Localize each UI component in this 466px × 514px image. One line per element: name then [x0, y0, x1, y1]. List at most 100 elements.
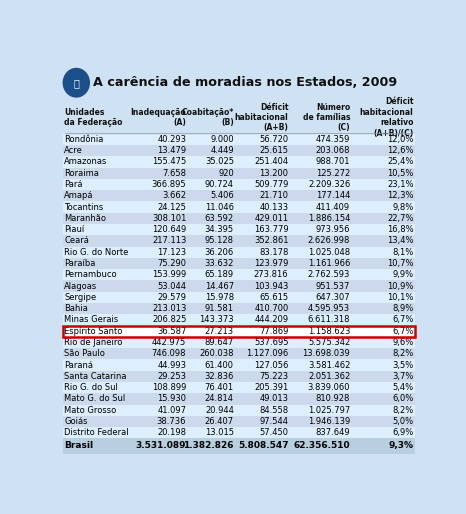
Text: 273.816: 273.816	[254, 270, 288, 279]
Circle shape	[63, 68, 89, 97]
Text: 206.825: 206.825	[152, 316, 186, 324]
Text: 53.044: 53.044	[157, 282, 186, 290]
Text: 8,2%: 8,2%	[392, 350, 414, 358]
Text: 14.467: 14.467	[205, 282, 234, 290]
Text: Sergipe: Sergipe	[64, 293, 96, 302]
Bar	[62, 179, 415, 190]
Text: 95.128: 95.128	[205, 236, 234, 246]
Text: 7.658: 7.658	[162, 169, 186, 178]
Text: 4.449: 4.449	[210, 146, 234, 155]
Text: 13.698.039: 13.698.039	[302, 350, 350, 358]
Text: 12,3%: 12,3%	[387, 191, 414, 200]
Text: 120.649: 120.649	[152, 225, 186, 234]
Text: 1.946.139: 1.946.139	[308, 417, 350, 426]
Text: 6,7%: 6,7%	[392, 327, 414, 336]
Bar	[62, 325, 415, 337]
Text: 3.662: 3.662	[162, 191, 186, 200]
Text: Coabitação*
(B): Coabitação* (B)	[182, 108, 234, 127]
Text: 76.401: 76.401	[205, 383, 234, 392]
Text: Mato G. do Sul: Mato G. do Sul	[64, 394, 125, 403]
Text: 25.615: 25.615	[260, 146, 288, 155]
Text: Tocantins: Tocantins	[64, 203, 103, 212]
Text: 5.406: 5.406	[210, 191, 234, 200]
Bar	[62, 281, 415, 292]
Text: Maranhão: Maranhão	[64, 214, 106, 223]
Text: 837.649: 837.649	[315, 428, 350, 437]
Text: 1.886.154: 1.886.154	[308, 214, 350, 223]
Text: 9.000: 9.000	[210, 135, 234, 144]
Text: 75.290: 75.290	[157, 259, 186, 268]
Text: 10,9%: 10,9%	[387, 282, 414, 290]
Text: Inadequação
(A): Inadequação (A)	[130, 108, 186, 127]
Text: 10,5%: 10,5%	[387, 169, 414, 178]
Text: Bahia: Bahia	[64, 304, 88, 313]
Text: 442.975: 442.975	[152, 338, 186, 347]
Text: 40.293: 40.293	[157, 135, 186, 144]
Text: 62.356.510: 62.356.510	[294, 442, 350, 450]
Text: 41.097: 41.097	[157, 406, 186, 415]
Text: 13,4%: 13,4%	[387, 236, 414, 246]
Text: 647.307: 647.307	[315, 293, 350, 302]
Text: Roraima: Roraima	[64, 169, 99, 178]
Text: 1.127.096: 1.127.096	[246, 350, 288, 358]
Text: 29.253: 29.253	[157, 372, 186, 381]
Text: 75.223: 75.223	[260, 372, 288, 381]
Bar	[62, 382, 415, 393]
Text: Mato Grosso: Mato Grosso	[64, 406, 116, 415]
Text: Brasil: Brasil	[64, 442, 93, 450]
Bar	[62, 393, 415, 405]
Text: Déficit
habitacional
relativo
(A+B)/(C): Déficit habitacional relativo (A+B)/(C)	[360, 97, 414, 138]
Text: 33.632: 33.632	[205, 259, 234, 268]
Text: 24.125: 24.125	[158, 203, 186, 212]
Text: 973.956: 973.956	[315, 225, 350, 234]
Text: 3.839.060: 3.839.060	[308, 383, 350, 392]
Text: 9,3%: 9,3%	[389, 442, 414, 450]
Text: 10,1%: 10,1%	[387, 293, 414, 302]
Text: 103.943: 103.943	[254, 282, 288, 290]
Bar	[62, 66, 415, 101]
Text: 56.720: 56.720	[260, 135, 288, 144]
Text: 9,9%: 9,9%	[392, 270, 414, 279]
Text: 44.993: 44.993	[157, 361, 186, 370]
Bar	[62, 213, 415, 224]
Text: Distrito Federal: Distrito Federal	[64, 428, 129, 437]
Text: 5,4%: 5,4%	[392, 383, 414, 392]
Text: 3.581.462: 3.581.462	[308, 361, 350, 370]
Text: 13.479: 13.479	[157, 146, 186, 155]
Bar	[62, 325, 415, 337]
Bar	[62, 201, 415, 213]
Text: 15.978: 15.978	[205, 293, 234, 302]
Text: 65.615: 65.615	[260, 293, 288, 302]
Text: 90.724: 90.724	[205, 180, 234, 189]
Bar	[62, 371, 415, 382]
Text: 12,0%: 12,0%	[387, 135, 414, 144]
Text: 411.409: 411.409	[316, 203, 350, 212]
Text: 35.025: 35.025	[205, 157, 234, 167]
Text: Ceará: Ceará	[64, 236, 89, 246]
Text: 444.209: 444.209	[254, 316, 288, 324]
Text: 89.647: 89.647	[205, 338, 234, 347]
Text: Espírito Santo: Espírito Santo	[64, 327, 123, 336]
Text: 36.587: 36.587	[157, 327, 186, 336]
Text: 17.123: 17.123	[157, 248, 186, 256]
Text: 1.382.826: 1.382.826	[183, 442, 234, 450]
Text: 2.051.362: 2.051.362	[308, 372, 350, 381]
Bar	[62, 359, 415, 371]
Text: 988.701: 988.701	[315, 157, 350, 167]
Text: Rio G. do Sul: Rio G. do Sul	[64, 383, 118, 392]
Text: 810.928: 810.928	[316, 394, 350, 403]
Text: 1.161.966: 1.161.966	[308, 259, 350, 268]
Text: 5,0%: 5,0%	[392, 417, 414, 426]
Text: 40.133: 40.133	[260, 203, 288, 212]
Text: Pernambuco: Pernambuco	[64, 270, 116, 279]
Text: Rondônia: Rondônia	[64, 135, 103, 144]
Text: 177.144: 177.144	[316, 191, 350, 200]
Text: 127.056: 127.056	[254, 361, 288, 370]
Text: Paraná: Paraná	[64, 361, 93, 370]
Text: 217.113: 217.113	[152, 236, 186, 246]
Text: Amapá: Amapá	[64, 191, 94, 200]
Text: 8,1%: 8,1%	[392, 248, 414, 256]
Text: 26.407: 26.407	[205, 417, 234, 426]
Text: 9,8%: 9,8%	[392, 203, 414, 212]
Text: 3,5%: 3,5%	[392, 361, 414, 370]
